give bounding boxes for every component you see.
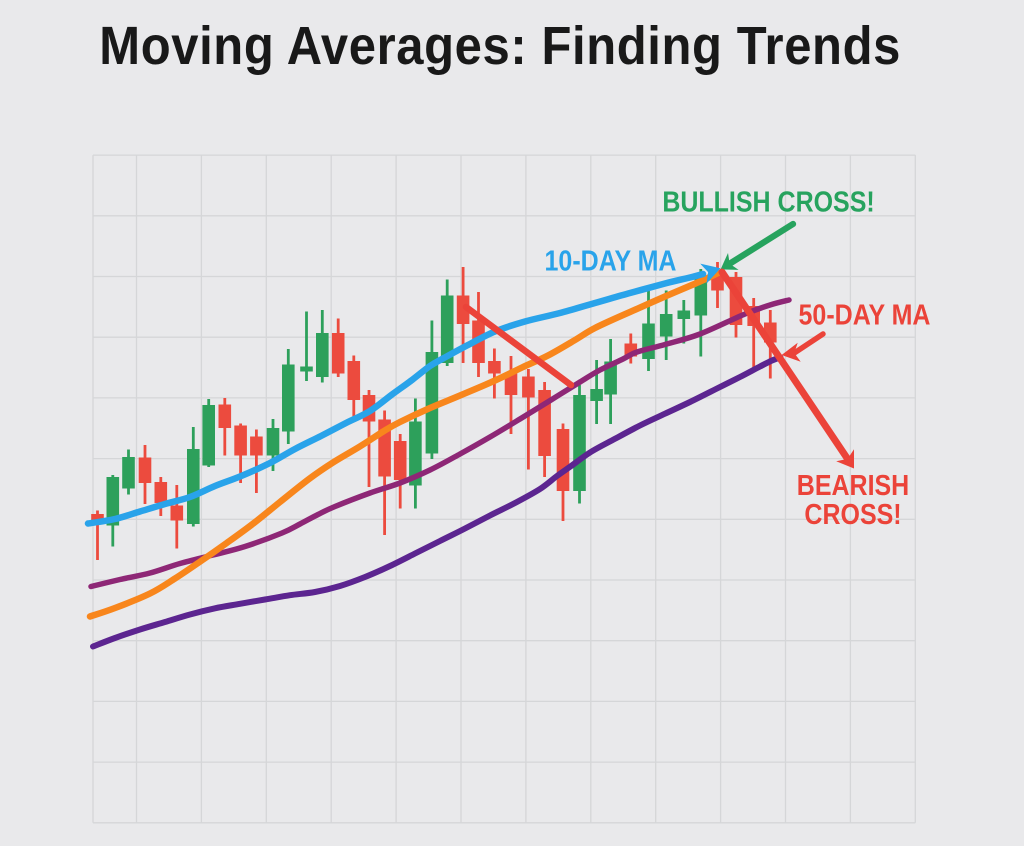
svg-text:Moving Averages: Finding Trend: Moving Averages: Finding Trends (99, 15, 901, 76)
svg-text:BULLISH CROSS!: BULLISH CROSS! (662, 186, 874, 218)
svg-text:10-DAY MA: 10-DAY MA (545, 245, 677, 277)
svg-text:CROSS!: CROSS! (804, 498, 901, 530)
svg-text:50-DAY MA: 50-DAY MA (799, 299, 931, 331)
svg-text:BEARISH: BEARISH (797, 469, 909, 501)
